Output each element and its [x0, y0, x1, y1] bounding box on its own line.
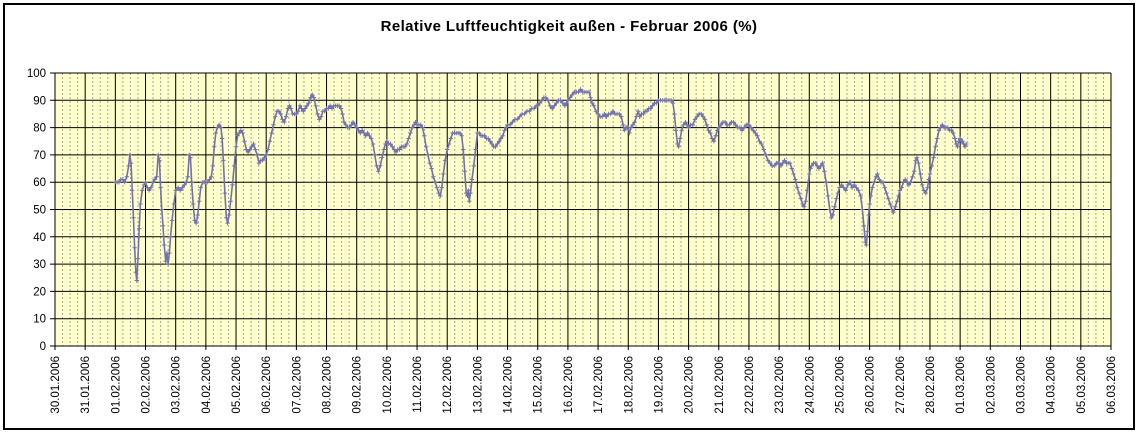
- y-tick-label: 60: [33, 177, 46, 189]
- x-tick-label: 27.02.2006: [895, 356, 907, 414]
- x-tick-label: 04.03.2006: [1046, 356, 1058, 414]
- y-tick-label: 90: [33, 95, 46, 107]
- x-tick-label: 20.02.2006: [684, 356, 696, 414]
- x-tick-label: 09.02.2006: [352, 356, 364, 414]
- y-tick-label: 10: [33, 314, 46, 326]
- x-tick-label: 31.01.2006: [80, 356, 92, 414]
- x-tick-label: 21.02.2006: [714, 356, 726, 414]
- x-tick-label: 23.02.2006: [774, 356, 786, 414]
- x-axis-labels: 30.01.2006 31.01.2006 01.02.2006 02.02.2006…: [50, 356, 1118, 414]
- chart-title: Relative Luftfeuchtigkeit außen - Februa…: [380, 18, 758, 35]
- x-tick-label: 05.02.2006: [231, 356, 243, 414]
- x-tick-label: 10.02.2006: [382, 356, 394, 414]
- x-tick-label: 01.03.2006: [955, 356, 967, 414]
- x-tick-label: 19.02.2006: [653, 356, 665, 414]
- x-tick-label: 06.03.2006: [1106, 356, 1118, 414]
- x-tick-label: 07.02.2006: [291, 356, 303, 414]
- x-tick-label: 01.02.2006: [110, 356, 122, 414]
- chart-frame: Relative Luftfeuchtigkeit außen - Februa…: [3, 3, 1135, 430]
- y-tick-label: 30: [33, 259, 46, 271]
- y-tick-label: 70: [33, 150, 46, 162]
- x-tick-label: 14.02.2006: [503, 356, 515, 414]
- x-tick-label: 18.02.2006: [623, 356, 635, 414]
- y-tick-label: 20: [33, 286, 46, 298]
- x-tick-label: 05.03.2006: [1076, 356, 1088, 414]
- x-tick-label: 03.02.2006: [171, 356, 183, 414]
- x-tick-label: 26.02.2006: [865, 356, 877, 414]
- series-plus-markers: [113, 87, 969, 283]
- x-tick-label: 24.02.2006: [804, 356, 816, 414]
- y-tick-label: 0: [40, 341, 46, 353]
- x-tick-label: 02.03.2006: [985, 356, 997, 414]
- y-tick-label: 100: [27, 68, 46, 80]
- x-tick-label: 06.02.2006: [261, 356, 273, 414]
- x-tick-label: 25.02.2006: [834, 356, 846, 414]
- x-tick-label: 16.02.2006: [563, 356, 575, 414]
- y-tick-label: 40: [33, 232, 46, 244]
- x-tick-label: 04.02.2006: [201, 356, 213, 414]
- x-tick-label: 13.02.2006: [472, 356, 484, 414]
- x-tick-label: 03.03.2006: [1015, 356, 1027, 414]
- x-tick-label: 28.02.2006: [925, 356, 937, 414]
- x-tick-label: 08.02.2006: [322, 356, 334, 414]
- x-tick-label: 22.02.2006: [744, 356, 756, 414]
- x-tick-label: 30.01.2006: [50, 356, 62, 414]
- x-tick-label: 02.02.2006: [141, 356, 153, 414]
- x-tick-label: 17.02.2006: [593, 356, 605, 414]
- y-tick-label: 50: [33, 205, 46, 217]
- x-tick-label: 11.02.2006: [412, 356, 424, 413]
- plot-svg: 0 10 20 30 40 50 60 70 80 90 100 30.01.2006 31.01.20…: [27, 68, 1118, 414]
- y-axis-labels: 0 10 20 30 40 50 60 70 80 90 100: [27, 68, 46, 353]
- x-tick-label: 12.02.2006: [442, 356, 454, 414]
- x-tick-label: 15.02.2006: [533, 356, 545, 414]
- y-tick-label: 80: [33, 123, 46, 135]
